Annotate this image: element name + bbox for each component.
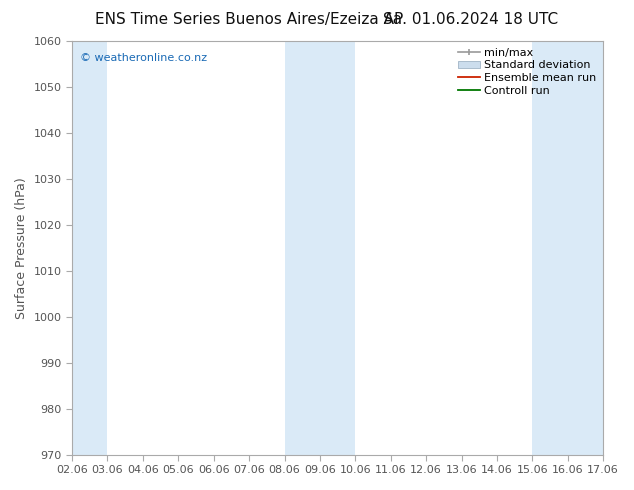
- Bar: [533, 41, 603, 455]
- Text: Sa. 01.06.2024 18 UTC: Sa. 01.06.2024 18 UTC: [383, 12, 558, 27]
- Bar: [285, 41, 355, 455]
- Y-axis label: Surface Pressure (hPa): Surface Pressure (hPa): [15, 177, 28, 318]
- Text: ENS Time Series Buenos Aires/Ezeiza AP: ENS Time Series Buenos Aires/Ezeiza AP: [95, 12, 403, 27]
- Legend: min/max, Standard deviation, Ensemble mean run, Controll run: min/max, Standard deviation, Ensemble me…: [454, 45, 600, 99]
- Text: © weatheronline.co.nz: © weatheronline.co.nz: [80, 53, 207, 64]
- Bar: [72, 41, 108, 455]
